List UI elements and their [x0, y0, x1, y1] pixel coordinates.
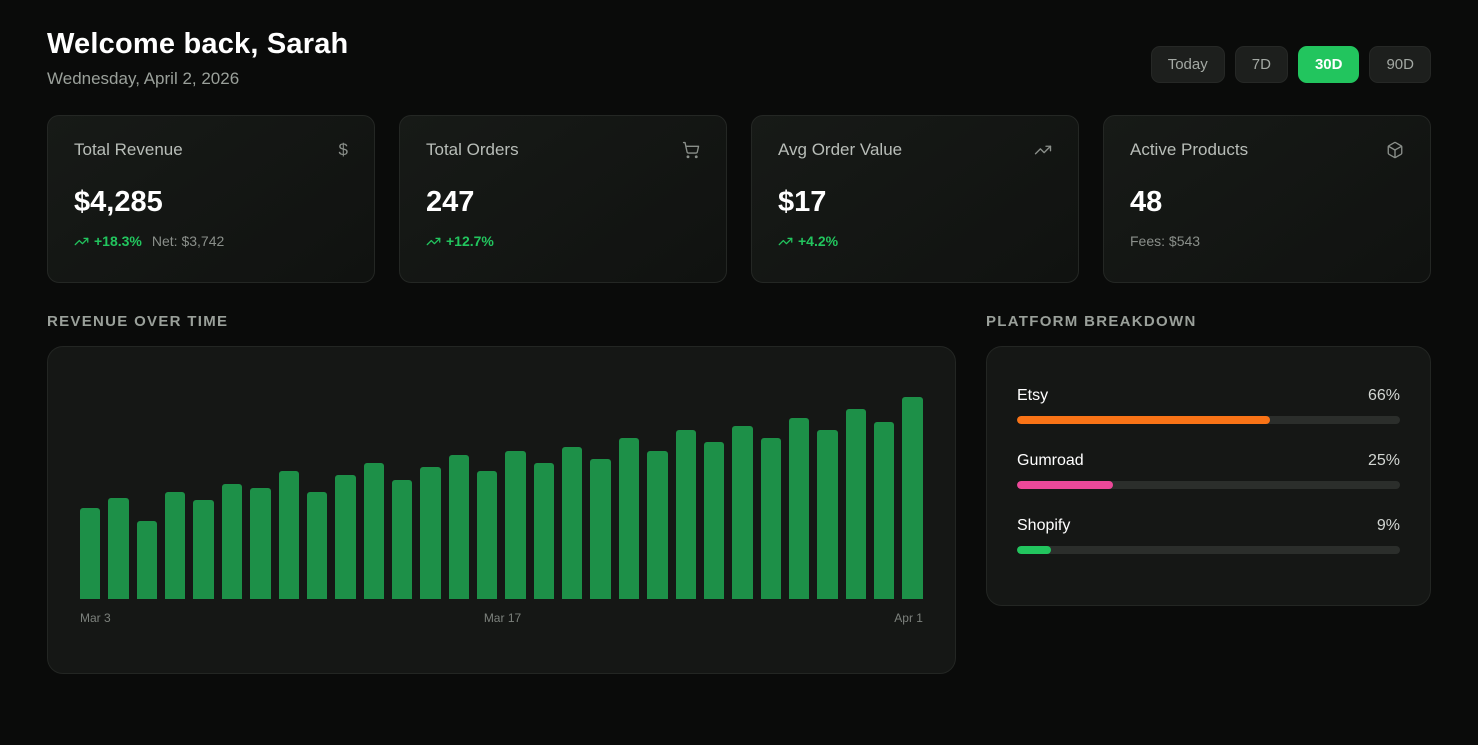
page-title: Welcome back, Sarah — [47, 28, 349, 60]
stat-change-value: +18.3% — [94, 233, 142, 249]
revenue-bar — [618, 438, 640, 599]
stat-change-value: +12.7% — [446, 233, 494, 249]
revenue-bar — [306, 491, 328, 599]
revenue-bar — [703, 442, 725, 599]
range-button-30d[interactable]: 30D — [1297, 46, 1360, 83]
x-axis-label-end: Apr 1 — [894, 611, 923, 625]
revenue-bar — [278, 471, 299, 599]
stat-card-avg-order-value: Avg Order Value $17 +4.2% — [751, 115, 1079, 283]
platform-progress-track — [1017, 416, 1400, 424]
revenue-bar — [562, 446, 583, 599]
revenue-bar — [108, 498, 129, 599]
platform-progress-fill — [1017, 546, 1052, 554]
stat-value: 48 — [1130, 186, 1163, 218]
header: Welcome back, Sarah Wednesday, April 2, … — [47, 28, 1431, 89]
stat-change: +12.7% — [426, 233, 494, 249]
trending-up-icon — [778, 237, 793, 245]
revenue-bar — [391, 479, 413, 599]
platform-name: Shopify — [1017, 517, 1071, 534]
revenue-bar — [760, 438, 781, 599]
revenue-bar — [505, 450, 526, 599]
revenue-bar — [221, 483, 243, 599]
revenue-bar — [647, 450, 668, 599]
package-icon — [1386, 141, 1404, 159]
stat-change: +18.3% — [74, 233, 142, 249]
stat-value: $4,285 — [74, 186, 163, 218]
stat-card-total-orders: Total Orders 247 +12.7% — [399, 115, 727, 283]
page-subtitle: Wednesday, April 2, 2026 — [47, 69, 240, 88]
stats-grid: Total Revenue $ $4,285 +18.3% Net: $3,74… — [47, 115, 1431, 283]
revenue-bar — [165, 491, 186, 599]
platform-row-etsy: Etsy 66% — [1017, 387, 1400, 424]
platform-progress-track — [1017, 481, 1400, 489]
header-text: Welcome back, Sarah Wednesday, April 2, … — [47, 28, 348, 89]
stat-label: Total Orders — [426, 140, 519, 159]
platform-row-gumroad: Gumroad 25% — [1017, 452, 1400, 489]
revenue-bar — [590, 458, 611, 599]
platform-percent: 25% — [1367, 452, 1400, 469]
revenue-bar — [732, 425, 753, 599]
stat-label: Avg Order Value — [778, 140, 903, 159]
stat-change: +4.2% — [778, 233, 838, 249]
platform-percent: 9% — [1376, 517, 1400, 534]
dollar-icon: $ — [338, 140, 348, 159]
platform-progress-fill — [1017, 416, 1270, 424]
revenue-bar — [874, 421, 895, 599]
revenue-section-title: REVENUE OVER TIME — [47, 313, 229, 330]
platform-section: PLATFORM BREAKDOWN Etsy 66% Gumroad 25% — [986, 313, 1431, 674]
revenue-bar — [193, 500, 214, 599]
revenue-section: REVENUE OVER TIME Mar 3 Mar 17 Apr 1 — [47, 313, 956, 674]
revenue-bar — [136, 520, 158, 599]
stat-label: Active Products — [1130, 140, 1249, 159]
stat-card-active-products: Active Products 48 Fees: $543 — [1103, 115, 1431, 283]
trending-up-icon — [74, 237, 89, 245]
platform-row-shopify: Shopify 9% — [1017, 517, 1400, 554]
revenue-bar — [902, 397, 923, 599]
stat-note: Net: $3,742 — [151, 233, 225, 249]
range-button-90d[interactable]: 90D — [1369, 46, 1431, 83]
range-button-7d[interactable]: 7D — [1234, 46, 1288, 83]
stat-value: 247 — [426, 186, 475, 218]
platform-percent: 66% — [1367, 387, 1400, 404]
range-selector: Today 7D 30D 90D — [1150, 46, 1431, 83]
stat-card-total-revenue: Total Revenue $ $4,285 +18.3% Net: $3,74… — [47, 115, 375, 283]
trending-up-icon — [426, 237, 441, 245]
revenue-bar — [363, 463, 384, 599]
cart-icon — [682, 141, 700, 159]
revenue-bar — [845, 409, 867, 599]
revenue-bar — [420, 467, 441, 599]
platform-breakdown-card: Etsy 66% Gumroad 25% — [986, 346, 1431, 606]
revenue-bar — [250, 487, 271, 599]
x-axis-label-start: Mar 3 — [80, 611, 111, 625]
revenue-bar — [675, 430, 696, 599]
range-button-today[interactable]: Today — [1150, 46, 1225, 83]
main-content: REVENUE OVER TIME Mar 3 Mar 17 Apr 1 PLA… — [47, 313, 1431, 674]
platform-name: Gumroad — [1017, 452, 1084, 469]
revenue-chart-card: Mar 3 Mar 17 Apr 1 — [47, 346, 956, 674]
revenue-bar — [477, 471, 498, 599]
platform-progress-fill — [1017, 481, 1113, 489]
trending-up-icon — [1034, 141, 1052, 159]
chart-x-axis: Mar 3 Mar 17 Apr 1 — [80, 611, 923, 625]
revenue-bar — [788, 417, 810, 599]
stat-value: $17 — [778, 186, 827, 218]
revenue-bar — [448, 454, 470, 599]
stat-label: Total Revenue — [74, 140, 183, 159]
platform-name: Etsy — [1017, 387, 1049, 404]
stat-change-value: +4.2% — [798, 233, 839, 249]
revenue-bar — [817, 430, 838, 599]
x-axis-label-mid: Mar 17 — [483, 611, 522, 625]
platform-progress-track — [1017, 546, 1400, 554]
platform-section-title: PLATFORM BREAKDOWN — [986, 313, 1197, 330]
stat-note: Fees: $543 — [1130, 233, 1201, 249]
revenue-bar — [335, 475, 356, 599]
revenue-bar-chart — [80, 393, 923, 599]
revenue-bar — [80, 508, 101, 599]
revenue-bar — [533, 463, 555, 599]
